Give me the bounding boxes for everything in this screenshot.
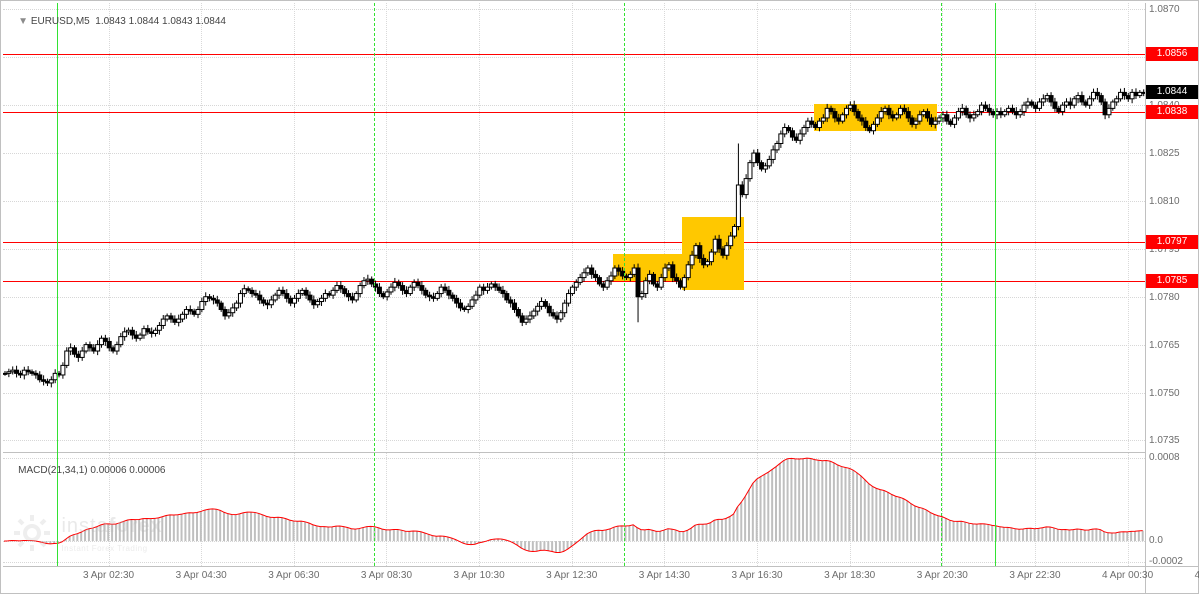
y-tick-label: 1.0735 [1149,435,1197,446]
level-price-tag: 1.0838 [1146,105,1198,119]
macd-plot [3,453,1145,567]
x-tick-label: 4 Apr 02:30 [1175,570,1199,581]
y-tick-label: 1.0750 [1149,388,1197,399]
x-tick-label: 4 Apr 00:30 [1083,570,1173,581]
level-price-tag: 1.0856 [1146,47,1198,61]
current-price-tag: 1.0844 [1146,85,1198,99]
x-tick-label: 3 Apr 04:30 [156,570,246,581]
dropdown-icon[interactable]: ▼ [18,16,31,27]
chart-root: ▼ EURUSD,M5 1.0843 1.0844 1.0843 1.0844 … [0,0,1199,594]
level-price-tag: 1.0797 [1146,235,1198,249]
y-tick-label: 1.0870 [1149,4,1197,15]
macd-label: MACD(21,34,1) 0.00006 0.00006 [18,465,165,476]
ohlc-o: 1.0843 [95,16,126,27]
x-tick-label: 3 Apr 08:30 [341,570,431,581]
level-price-tag: 1.0785 [1146,274,1198,288]
ohlc-h: 1.0844 [129,16,160,27]
y-tick-label: 1.0825 [1149,148,1197,159]
session-vline [374,3,375,566]
symbol-label: EURUSD,M5 [31,16,90,27]
session-vline [995,3,996,566]
y-tick-label: 1.0780 [1149,292,1197,303]
x-tick-label: 3 Apr 10:30 [434,570,524,581]
x-tick-label: 3 Apr 18:30 [805,570,895,581]
session-vline [624,3,625,566]
x-tick-label: 3 Apr 12:30 [527,570,617,581]
macd-y-label: -0.0002 [1149,556,1197,567]
x-tick-label: 3 Apr 14:30 [619,570,709,581]
y-tick-label: 1.0765 [1149,340,1197,351]
x-tick-label: 3 Apr 02:30 [64,570,154,581]
price-candles [3,3,1145,450]
chart-title: ▼ EURUSD,M5 1.0843 1.0844 1.0843 1.0844 [7,5,226,38]
x-tick-label: 3 Apr 06:30 [249,570,339,581]
session-vline [941,3,942,566]
macd-panel[interactable] [3,452,1145,566]
x-tick-label: 3 Apr 16:30 [712,570,802,581]
macd-y-label: 0.0 [1149,535,1197,546]
ohlc-c: 1.0844 [195,16,226,27]
macd-y-label: 0.0008 [1149,452,1197,463]
macd-title: MACD(21,34,1) 0.00006 0.00006 [7,454,165,487]
ohlc-l: 1.0843 [162,16,193,27]
price-panel[interactable] [3,3,1145,450]
y-tick-label: 1.0810 [1149,196,1197,207]
x-tick-label: 3 Apr 22:30 [990,570,1080,581]
x-tick-label: 3 Apr 20:30 [897,570,987,581]
